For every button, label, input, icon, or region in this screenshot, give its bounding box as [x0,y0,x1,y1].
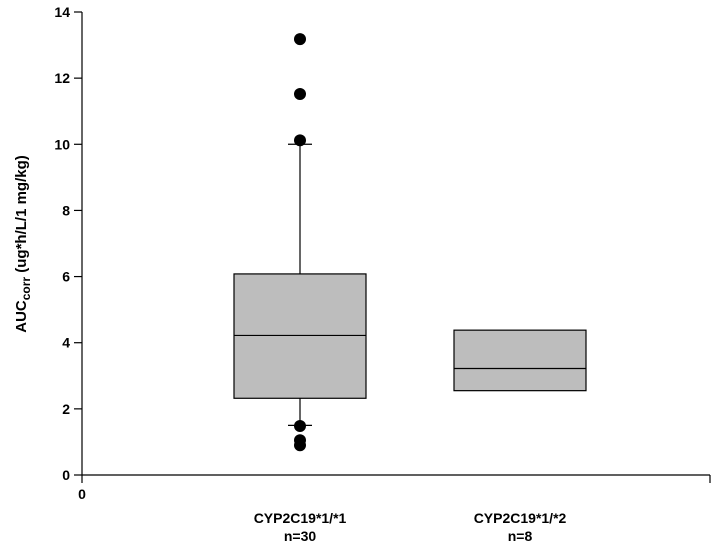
y-axis: 0 2 4 6 8 10 12 14 [54,4,83,483]
y-tick-label: 2 [62,401,70,417]
y-tick-label: 6 [62,269,70,285]
y-tick-label: 14 [54,4,70,20]
y-axis-label: AUCcorr (ug*h/L/1 mg/kg) [13,155,33,333]
outlier-point [294,134,306,147]
category-label: CYP2C19*1/*2 [474,510,567,526]
box-group: CYP2C19*1/*1 n=30 [233,33,367,544]
y-axis-label-sub: corr [19,277,33,301]
category-label: CYP2C19*1/*1 [254,510,347,526]
outlier-point [294,88,306,101]
outlier-point [294,33,306,46]
y-tick-label: 12 [54,70,70,86]
box-group: CYP2C19*1/*2 n=8 [453,329,587,544]
y-axis-label-units: (ug*h/L/1 mg/kg) [13,155,30,277]
outlier-point [294,439,306,452]
x-origin-label: 0 [78,486,86,502]
y-axis-label-main: AUC [13,300,30,333]
y-tick-label: 10 [54,136,70,152]
y-tick-label: 8 [62,202,70,218]
category-n-label: n=8 [508,528,533,544]
box-iqr [233,273,367,399]
box-iqr [453,329,587,392]
category-n-label: n=30 [284,528,317,544]
x-axis: 0 [78,474,711,502]
outlier-point [294,420,306,433]
boxes: CYP2C19*1/*1 n=30 CYP2C19*1/*2 n=8 [233,33,587,544]
y-tick-label: 0 [62,467,70,483]
y-tick-label: 4 [62,335,70,351]
